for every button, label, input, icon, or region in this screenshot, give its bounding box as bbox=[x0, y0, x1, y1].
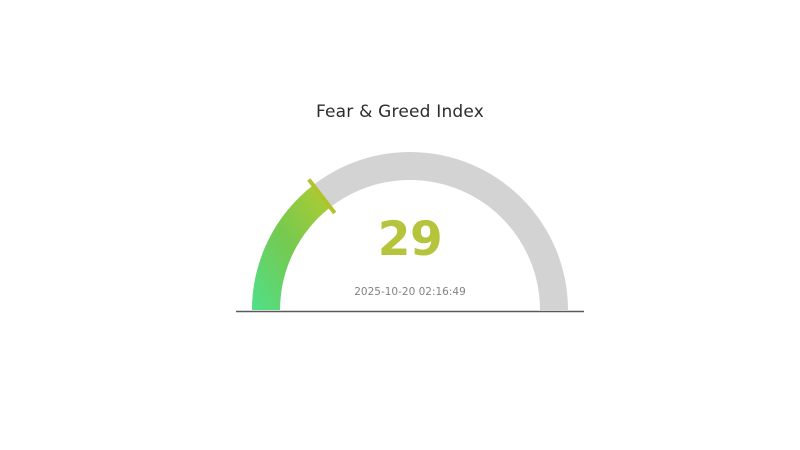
gauge-track-arc bbox=[252, 152, 568, 310]
gauge-value-arc bbox=[252, 185, 331, 310]
gauge-timestamp-label: 2025-10-20 02:16:49 bbox=[354, 286, 466, 298]
gauge-threshold-marker bbox=[307, 178, 337, 215]
gauge-value-label: 29 bbox=[377, 212, 443, 267]
page-title: Fear & Greed Index bbox=[315, 102, 485, 122]
